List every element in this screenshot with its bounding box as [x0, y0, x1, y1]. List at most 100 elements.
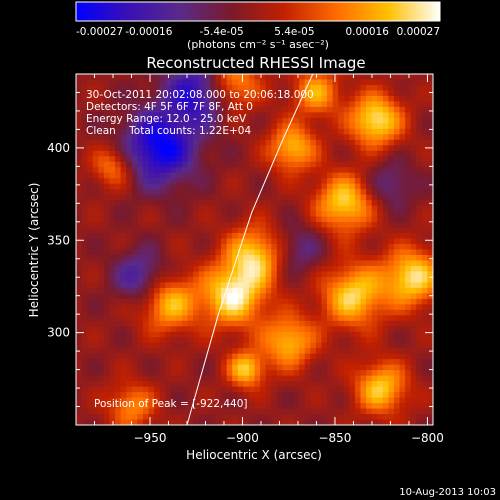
heatmap-cell	[193, 375, 200, 382]
heatmap-cell	[349, 216, 356, 223]
heatmap-cell	[76, 189, 83, 196]
heatmap-cell	[315, 386, 323, 393]
heatmap-cell	[98, 227, 105, 234]
heatmap-cell	[237, 112, 244, 119]
heatmap-cell	[343, 90, 350, 97]
heatmap-cell	[131, 309, 138, 316]
heatmap-cell	[354, 353, 362, 360]
heatmap-cell	[310, 293, 317, 300]
heatmap-cell	[248, 375, 256, 382]
heatmap-cell	[103, 397, 111, 404]
heatmap-cell	[215, 386, 222, 393]
heatmap-cell	[226, 112, 233, 119]
heatmap-cell	[276, 414, 283, 421]
heatmap-cell	[366, 238, 373, 245]
heatmap-cell	[427, 238, 433, 245]
heatmap-cell	[187, 74, 194, 81]
heatmap-cell	[237, 304, 244, 311]
heatmap-cell	[327, 249, 334, 256]
heatmap-cell	[427, 211, 433, 218]
heatmap-cell	[382, 205, 389, 212]
heatmap-cell	[187, 359, 194, 366]
heatmap-cell	[176, 90, 183, 97]
heatmap-cell	[209, 79, 217, 86]
heatmap-cell	[299, 337, 306, 344]
heatmap-cell	[159, 381, 166, 388]
heatmap-cell	[382, 183, 389, 190]
heatmap-cell	[371, 381, 378, 388]
heatmap-cell	[315, 123, 323, 130]
heatmap-cell	[282, 90, 289, 97]
heatmap-cell	[215, 326, 222, 333]
heatmap-cell	[265, 128, 272, 135]
heatmap-cell	[109, 211, 116, 218]
heatmap-cell	[315, 315, 323, 322]
heatmap-cell	[181, 123, 189, 130]
heatmap-cell	[226, 139, 233, 146]
heatmap-cell	[427, 194, 433, 201]
heatmap-cell	[366, 123, 373, 130]
heatmap-cell	[282, 172, 289, 179]
heatmap-cell	[103, 123, 111, 130]
heatmap-cell	[137, 244, 144, 251]
heatmap-cell	[126, 95, 133, 103]
heatmap-cell	[204, 156, 211, 163]
heatmap-cell	[338, 112, 345, 119]
heatmap-cell	[366, 293, 373, 300]
heatmap-cell	[338, 381, 345, 388]
heatmap-cell	[165, 167, 172, 174]
heatmap-cell	[226, 298, 233, 305]
heatmap-cell	[248, 408, 256, 415]
heatmap-cell	[226, 337, 233, 344]
heatmap-cell	[360, 145, 367, 152]
heatmap-cell	[310, 145, 317, 152]
heatmap-cell	[377, 178, 384, 185]
heatmap-cell	[170, 403, 178, 410]
heatmap-cell	[399, 227, 406, 234]
heatmap-cell	[377, 123, 384, 130]
heatmap-cell	[193, 84, 200, 92]
heatmap-cell	[260, 222, 267, 229]
heatmap-cell	[410, 364, 417, 371]
heatmap-cell	[360, 112, 367, 119]
heatmap-cell	[315, 200, 323, 207]
heatmap-cell	[226, 106, 233, 113]
heatmap-cell	[265, 156, 272, 163]
heatmap-cell	[310, 227, 317, 234]
heatmap-cell	[371, 348, 378, 355]
heatmap-cell	[193, 238, 200, 245]
heatmap-cell	[276, 95, 283, 103]
heatmap-cell	[405, 106, 412, 113]
heatmap-cell	[154, 183, 161, 190]
heatmap-cell	[310, 309, 317, 316]
heatmap-cell	[421, 205, 429, 212]
heatmap-cell	[338, 156, 345, 163]
heatmap-cell	[388, 161, 395, 168]
heatmap-cell	[271, 326, 278, 333]
heatmap-cell	[282, 145, 289, 152]
heatmap-cell	[299, 304, 306, 311]
heatmap-cell	[354, 348, 362, 355]
heatmap-cell	[248, 112, 256, 119]
heatmap-cell	[187, 381, 194, 388]
heatmap-cell	[304, 106, 311, 113]
heatmap-cell	[427, 353, 433, 360]
heatmap-cell	[282, 249, 289, 256]
heatmap-cell	[287, 90, 295, 97]
heatmap-cell	[142, 298, 150, 305]
heatmap-cell	[405, 233, 412, 240]
heatmap-cell	[410, 397, 417, 404]
heatmap-cell	[327, 183, 334, 190]
heatmap-cell	[366, 408, 373, 415]
heatmap-cell	[260, 282, 267, 289]
heatmap-cell	[327, 359, 334, 366]
heatmap-cell	[377, 79, 384, 86]
heatmap-cell	[76, 359, 83, 366]
heatmap-cell	[221, 161, 228, 168]
heatmap-cell	[98, 397, 105, 404]
heatmap-cell	[405, 90, 412, 97]
heatmap-cell	[382, 222, 389, 229]
heatmap-cell	[87, 233, 94, 240]
heatmap-cell	[204, 222, 211, 229]
heatmap-cell	[159, 342, 166, 349]
